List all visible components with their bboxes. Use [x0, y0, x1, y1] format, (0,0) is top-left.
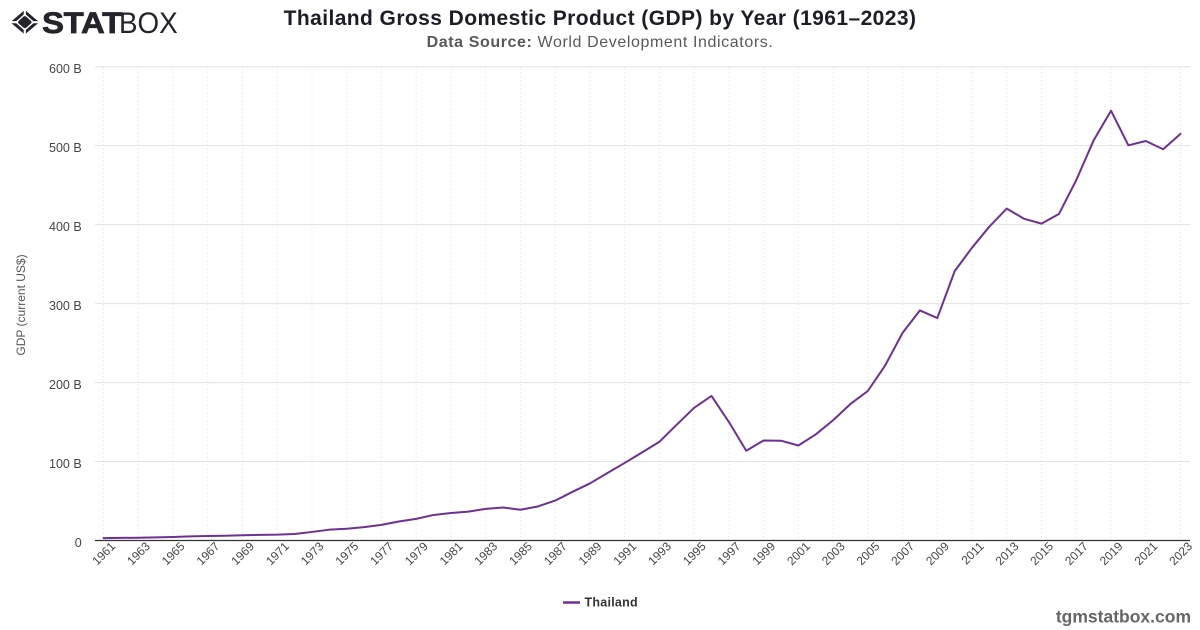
svg-text:Data Source: World Development: Data Source: World Development Indicator…	[427, 34, 774, 51]
svg-text:1991: 1991	[610, 539, 639, 568]
svg-text:1963: 1963	[124, 539, 153, 568]
svg-text:1961: 1961	[89, 539, 118, 568]
svg-text:2005: 2005	[854, 539, 883, 568]
svg-text:GDP (current US$): GDP (current US$)	[14, 254, 28, 355]
svg-text:2009: 2009	[923, 539, 952, 568]
svg-text:100 B: 100 B	[49, 457, 82, 471]
svg-text:2017: 2017	[1062, 539, 1091, 568]
svg-text:BOX: BOX	[119, 7, 178, 40]
svg-text:1981: 1981	[437, 539, 466, 568]
svg-text:2013: 2013	[993, 539, 1022, 568]
svg-text:tgmstatbox.com: tgmstatbox.com	[1056, 607, 1191, 627]
svg-text:1985: 1985	[506, 539, 535, 568]
svg-text:2021: 2021	[1132, 539, 1161, 568]
svg-text:1983: 1983	[471, 539, 500, 568]
svg-text:1993: 1993	[645, 539, 674, 568]
svg-text:1977: 1977	[367, 539, 396, 568]
svg-text:2019: 2019	[1097, 539, 1126, 568]
svg-text:Thailand: Thailand	[585, 596, 638, 610]
svg-text:500 B: 500 B	[49, 141, 82, 155]
svg-text:1997: 1997	[715, 539, 744, 568]
svg-text:1973: 1973	[298, 539, 327, 568]
svg-text:2015: 2015	[1027, 539, 1056, 568]
svg-text:1999: 1999	[749, 539, 778, 568]
svg-text:600 B: 600 B	[49, 62, 82, 76]
svg-text:Thailand Gross Domestic Produc: Thailand Gross Domestic Product (GDP) by…	[284, 7, 917, 30]
svg-text:400 B: 400 B	[49, 220, 82, 234]
svg-text:1969: 1969	[228, 539, 257, 568]
svg-text:2003: 2003	[819, 539, 848, 568]
svg-text:1987: 1987	[541, 539, 570, 568]
svg-text:300 B: 300 B	[49, 299, 82, 313]
svg-text:2001: 2001	[784, 539, 813, 568]
svg-text:2011: 2011	[959, 539, 987, 567]
svg-text:1967: 1967	[194, 539, 223, 568]
svg-text:1995: 1995	[680, 539, 709, 568]
svg-text:0: 0	[75, 536, 82, 550]
svg-text:1979: 1979	[402, 539, 431, 568]
svg-text:2023: 2023	[1166, 539, 1195, 568]
svg-text:1965: 1965	[159, 539, 188, 568]
svg-text:2007: 2007	[888, 539, 917, 568]
svg-text:1989: 1989	[576, 539, 605, 568]
svg-text:1975: 1975	[333, 539, 362, 568]
svg-text:STAT: STAT	[42, 6, 122, 40]
svg-text:200 B: 200 B	[49, 378, 82, 392]
svg-text:1971: 1971	[263, 539, 292, 568]
